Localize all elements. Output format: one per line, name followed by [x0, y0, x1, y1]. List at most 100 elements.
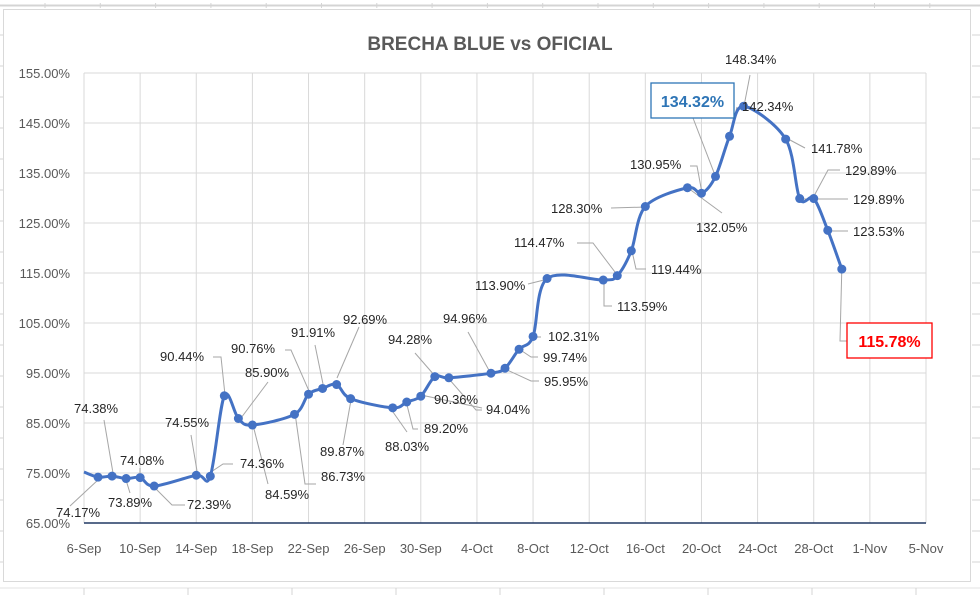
data-label: 130.95%: [630, 157, 682, 172]
data-label: 73.89%: [108, 495, 153, 510]
x-tick-label: 10-Sep: [119, 541, 161, 556]
data-label: 72.39%: [187, 497, 232, 512]
data-point-marker[interactable]: [318, 383, 328, 393]
data-point-marker[interactable]: [725, 131, 735, 141]
data-label: 90.44%: [160, 349, 205, 364]
brecha-line: [83, 104, 844, 488]
y-tick-label: 85.00%: [26, 416, 71, 431]
data-point-marker[interactable]: [346, 394, 356, 404]
data-point-marker[interactable]: [205, 471, 215, 481]
data-label: 84.59%: [265, 487, 310, 502]
data-label: 102.31%: [548, 329, 600, 344]
data-point-marker[interactable]: [247, 420, 257, 430]
data-label: 89.87%: [320, 444, 365, 459]
data-point-marker[interactable]: [823, 225, 833, 235]
data-label: 148.34%: [725, 52, 777, 67]
data-point-marker[interactable]: [486, 368, 496, 378]
x-tick-label: 5-Nov: [909, 541, 944, 556]
data-label: 90.36%: [434, 392, 479, 407]
data-point-marker[interactable]: [219, 391, 229, 401]
data-label: 95.95%: [544, 374, 589, 389]
y-tick-label: 135.00%: [19, 166, 71, 181]
data-label: 119.44%: [651, 262, 702, 277]
data-label: 94.96%: [443, 311, 488, 326]
data-point-marker[interactable]: [682, 183, 692, 193]
data-label: 141.78%: [811, 141, 863, 156]
x-tick-label: 20-Oct: [682, 541, 721, 556]
highlight-box-blue: [650, 82, 735, 119]
data-point-marker[interactable]: [640, 202, 650, 211]
data-label: 99.74%: [543, 350, 588, 365]
data-point-marker[interactable]: [135, 473, 145, 483]
data-point-marker[interactable]: [626, 246, 636, 256]
data-point-marker[interactable]: [430, 372, 440, 382]
x-tick-label: 18-Sep: [231, 541, 273, 556]
data-label: 74.55%: [165, 415, 210, 430]
series-line: [83, 101, 847, 491]
data-point-marker[interactable]: [500, 363, 510, 373]
data-label: 129.89%: [845, 163, 897, 178]
data-label: 86.73%: [321, 469, 366, 484]
data-point-marker[interactable]: [598, 275, 608, 285]
data-point-marker[interactable]: [402, 397, 412, 407]
x-tick-label: 8-Oct: [517, 541, 549, 556]
data-point-marker[interactable]: [93, 472, 103, 482]
data-point-marker[interactable]: [416, 391, 426, 401]
data-point-marker[interactable]: [612, 271, 622, 281]
x-tick-label: 1-Nov: [853, 541, 888, 556]
data-label: 129.89%: [853, 192, 905, 207]
data-point-marker[interactable]: [444, 373, 454, 383]
data-point-marker[interactable]: [149, 481, 159, 491]
gridlines: [83, 72, 927, 523]
x-tick-label: 6-Sep: [67, 541, 102, 556]
data-label: 94.04%: [486, 402, 531, 417]
data-label: 92.69%: [343, 312, 388, 327]
data-point-marker[interactable]: [542, 274, 552, 283]
data-label: 113.59%: [617, 299, 668, 314]
data-label: 90.76%: [231, 341, 276, 356]
y-tick-label: 115.00%: [20, 266, 71, 281]
x-tick-label: 12-Oct: [570, 541, 609, 556]
data-point-marker[interactable]: [290, 409, 299, 419]
data-point-marker[interactable]: [233, 414, 243, 423]
x-tick-label: 4-Oct: [461, 541, 493, 556]
x-tick-label: 16-Oct: [626, 541, 665, 556]
highlight-label-blue: 134.32%: [661, 94, 724, 111]
data-label: 88.03%: [385, 439, 430, 454]
data-point-marker[interactable]: [837, 264, 847, 274]
data-point-marker[interactable]: [739, 101, 749, 111]
data-label: 74.36%: [240, 456, 285, 471]
data-point-marker[interactable]: [514, 344, 524, 354]
data-label: 74.17%: [56, 505, 101, 520]
y-tick-label: 105.00%: [19, 316, 71, 331]
y-tick-label: 95.00%: [26, 366, 71, 381]
data-point-marker[interactable]: [711, 171, 720, 181]
data-label: 94.28%: [388, 332, 433, 347]
data-label: 132.05%: [696, 220, 748, 235]
data-label: 128.30%: [551, 201, 603, 216]
y-tick-label: 65.00%: [26, 516, 71, 531]
data-label: 91.91%: [291, 325, 336, 340]
x-axis: 6-Sep 10-Sep 14-Sep 18-Sep 22-Sep 26-Sep 30-Se…: [67, 522, 944, 556]
data-point-marker[interactable]: [304, 389, 314, 399]
highlight-label-red: 115.78%: [858, 334, 920, 351]
data-label: 123.53%: [853, 224, 905, 239]
data-point-marker[interactable]: [191, 470, 201, 480]
data-label: 113.90%: [475, 278, 526, 293]
data-label: 74.38%: [74, 401, 119, 416]
y-tick-label: 145.00%: [19, 116, 71, 131]
y-tick-label: 155.00%: [19, 66, 71, 81]
data-point-marker[interactable]: [809, 194, 819, 204]
chart-container[interactable]: [3, 9, 971, 582]
data-point-marker[interactable]: [795, 194, 805, 204]
data-labels: 74.17% 74.38% 73.89% 74.08% 72.39% 74.55% 74.3…: [56, 52, 933, 520]
data-point-marker[interactable]: [121, 474, 131, 484]
data-point-marker[interactable]: [388, 403, 398, 413]
y-tick-label: 125.00%: [19, 216, 71, 231]
data-point-marker[interactable]: [528, 331, 538, 341]
data-point-marker[interactable]: [332, 380, 342, 390]
data-point-marker[interactable]: [107, 471, 117, 481]
data-point-marker[interactable]: [781, 134, 791, 144]
data-point-marker[interactable]: [696, 188, 706, 198]
